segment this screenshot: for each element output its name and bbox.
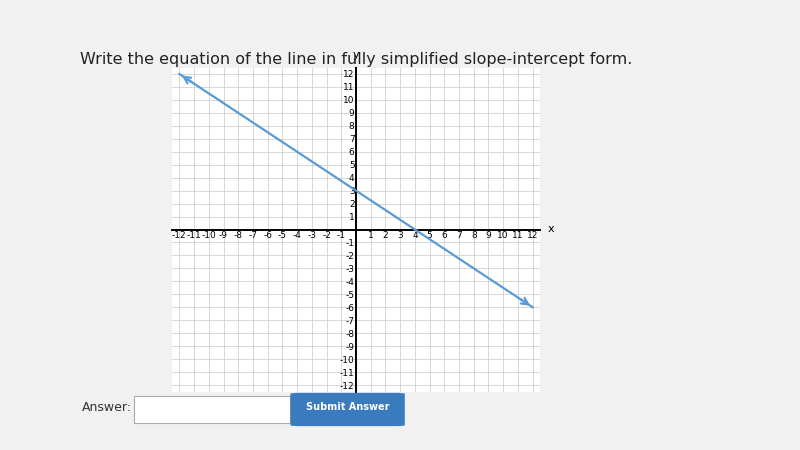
Text: Answer:: Answer: (82, 401, 133, 414)
FancyBboxPatch shape (134, 396, 290, 423)
Text: x: x (547, 225, 554, 234)
Text: Submit Answer: Submit Answer (306, 402, 390, 412)
Text: Write the equation of the line in fully simplified slope-intercept form.: Write the equation of the line in fully … (80, 52, 632, 67)
Text: y: y (353, 50, 359, 60)
FancyBboxPatch shape (290, 393, 405, 426)
